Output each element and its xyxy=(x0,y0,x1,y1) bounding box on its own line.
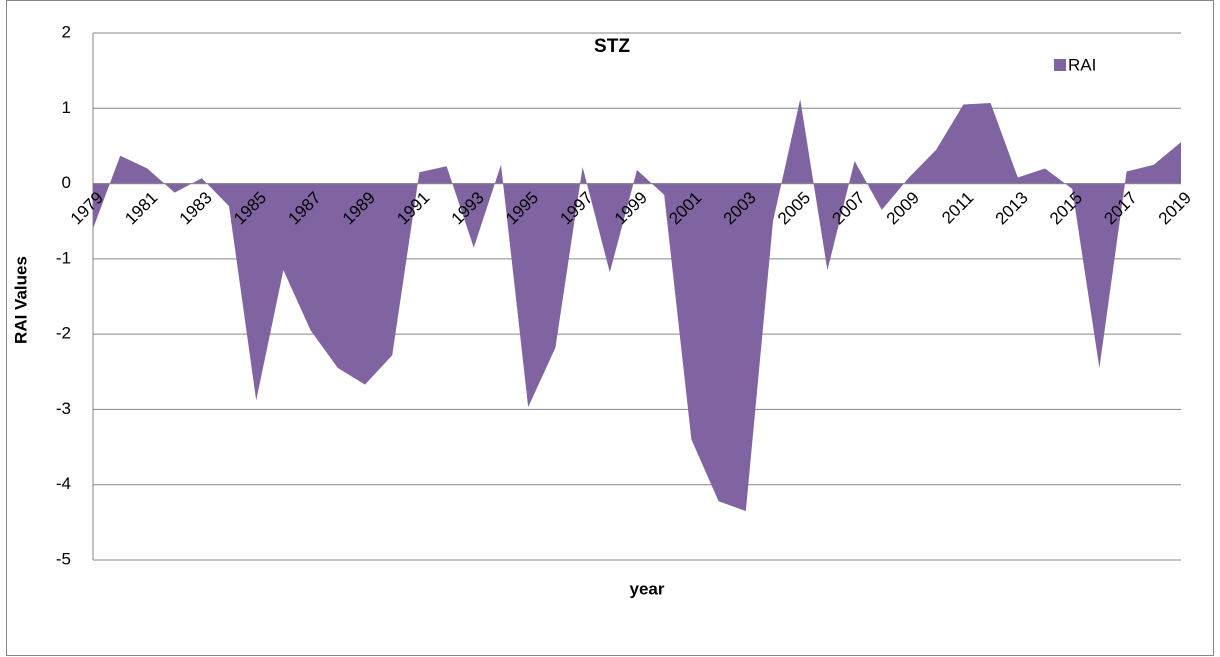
y-tick-label: -2 xyxy=(56,324,71,343)
y-tick-label: -1 xyxy=(56,248,71,267)
chart-title: STZ xyxy=(594,36,630,57)
y-tick-label: 0 xyxy=(62,173,71,192)
area xyxy=(93,99,1181,512)
legend-label: RAI xyxy=(1068,55,1096,74)
y-tick-label: 2 xyxy=(62,22,71,41)
y-tick-label: 1 xyxy=(62,98,71,117)
chart-border xyxy=(6,0,1214,656)
y-tick-label: -3 xyxy=(56,399,71,418)
y-tick-label: -4 xyxy=(56,474,71,493)
x-axis-label: year xyxy=(630,579,665,598)
legend-swatch xyxy=(1054,59,1066,71)
y-tick-label: -5 xyxy=(56,549,71,568)
y-axis-label: RAI Values xyxy=(11,256,30,344)
